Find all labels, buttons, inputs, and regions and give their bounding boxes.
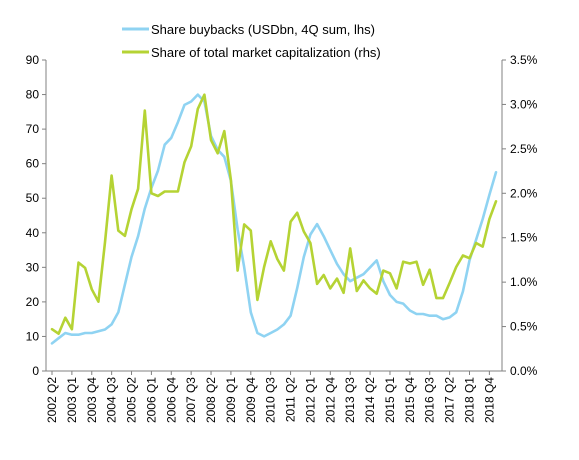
left-axis-tick-label: 80 xyxy=(26,88,40,102)
x-axis-tick-label: 2012 Q4 xyxy=(323,377,337,423)
x-axis-tick-label: 2004 Q3 xyxy=(105,377,119,423)
x-axis-tick-label: 2005 Q2 xyxy=(125,377,139,423)
x-axis-tick-label: 2014 Q2 xyxy=(363,377,377,423)
x-axis-tick-label: 2013 Q3 xyxy=(343,377,357,423)
left-axis-tick-label: 40 xyxy=(26,226,40,240)
left-axis-tick-label: 20 xyxy=(26,295,40,309)
x-axis-tick-label: 2003 Q1 xyxy=(65,377,79,423)
x-axis-tick-label: 2018 Q4 xyxy=(482,377,496,423)
x-axis-tick-label: 2007 Q3 xyxy=(184,377,198,423)
right-axis-tick-label: 0.5% xyxy=(510,320,538,334)
x-axis-tick-label: 2006 Q1 xyxy=(144,377,158,423)
legend: Share buybacks (USDbn, 4Q sum, lhs) Shar… xyxy=(122,22,381,60)
left-axis-tick-label: 60 xyxy=(26,157,40,171)
x-axis-tick-label: 2017 Q2 xyxy=(443,377,457,423)
right-axis-tick-label: 1.5% xyxy=(510,231,538,245)
x-axis-tick-label: 2011 Q2 xyxy=(284,377,298,422)
left-axis-tick-label: 70 xyxy=(26,122,40,136)
left-axis-tick-label: 30 xyxy=(26,260,40,274)
x-axis-tick-label: 2002 Q2 xyxy=(45,377,59,423)
right-axis-tick-label: 3.5% xyxy=(510,53,538,67)
x-axis-tick-label: 2018 Q1 xyxy=(462,377,476,423)
x-axis-tick-label: 2016 Q3 xyxy=(423,377,437,423)
right-axis-tick-label: 2.5% xyxy=(510,142,538,156)
right-axis-tick-label: 1.0% xyxy=(510,275,538,289)
x-axis-tick-label: 2009 Q1 xyxy=(224,377,238,423)
axes: 0 10 20 30 40 50 60 70 80 90 0.0% 0.5% 1.0% 1.5% 2.0% 2… xyxy=(26,53,538,423)
x-axis-tick-label: 2015 Q4 xyxy=(403,377,417,423)
right-axis-tick-label: 0.0% xyxy=(510,364,538,378)
x-axis-tick-label: 2010 Q3 xyxy=(264,377,278,423)
x-axis-tick-label: 2006 Q4 xyxy=(164,377,178,423)
x-axis-tick-label: 2009 Q4 xyxy=(244,377,258,423)
legend-label-market-cap: Share of total market capitalization (rh… xyxy=(151,45,381,60)
series-layer xyxy=(50,93,498,345)
x-axis-tick-label: 2008 Q2 xyxy=(204,377,218,423)
series-line-market-cap xyxy=(50,93,498,336)
series-line-buybacks xyxy=(50,93,498,345)
left-axis-tick-label: 0 xyxy=(32,364,39,378)
right-axis-tick-label: 3.0% xyxy=(510,97,538,111)
right-axis-tick-label: 2.0% xyxy=(510,186,538,200)
left-axis-tick-label: 50 xyxy=(26,191,40,205)
x-axis-tick-label: 2012 Q1 xyxy=(303,377,317,423)
legend-label-buybacks: Share buybacks (USDbn, 4Q sum, lhs) xyxy=(151,22,375,37)
left-axis-tick-label: 10 xyxy=(26,329,40,343)
x-axis-tick-label: 2015 Q1 xyxy=(383,377,397,423)
left-axis-tick-label: 90 xyxy=(26,53,40,67)
x-axis-tick-label: 2003 Q4 xyxy=(85,377,99,423)
